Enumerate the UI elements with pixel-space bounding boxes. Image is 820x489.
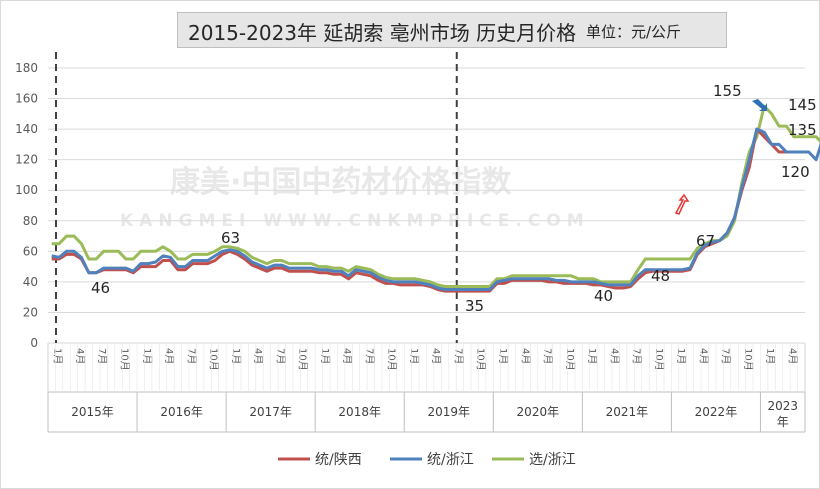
chart-unit: 单位：元/公斤 <box>586 23 682 41</box>
x-month-label: 1月 <box>319 348 331 364</box>
x-year-label: 2018年 <box>338 405 381 419</box>
series-lines <box>51 104 820 293</box>
gridlines <box>48 67 805 344</box>
x-year-label: 2023 <box>767 399 798 413</box>
x-month-label: 10月 <box>742 348 754 371</box>
x-month-label: 10月 <box>297 348 309 371</box>
y-tick-label: 0 <box>30 336 38 350</box>
watermark-text: 康美·中国中药材价格指数 <box>170 165 512 200</box>
x-year-label: 2017年 <box>249 405 292 419</box>
x-year-label: 2019年 <box>427 405 470 419</box>
x-month-label: 1月 <box>675 348 687 364</box>
annotation-40: 40 <box>594 287 613 305</box>
x-month-label: 7月 <box>452 348 464 364</box>
down-arrow-icon <box>752 99 767 111</box>
y-tick-label: 140 <box>15 122 38 136</box>
x-month-label: 7月 <box>96 348 108 364</box>
annotation-155: 155 <box>713 82 742 100</box>
annotation-145: 145 <box>788 96 817 114</box>
x-month-label: 7月 <box>185 348 197 364</box>
annotation-67: 67 <box>696 232 715 250</box>
annotation-135: 135 <box>788 121 817 139</box>
y-axis: 0 20 40 60 80 100 120 140 160 180 <box>15 61 38 350</box>
x-month-label: 7月 <box>720 348 732 364</box>
x-year-label: 2022年 <box>695 405 738 419</box>
x-month-label: 1月 <box>408 348 420 364</box>
x-month-label: 7月 <box>274 348 286 364</box>
y-tick-label: 60 <box>23 244 38 258</box>
x-axis: 1月 4月 7月 10月 2015年 1月 4月 7月 10月 2016年 1月 4月 7月 10月 201… <box>47 343 806 433</box>
y-tick-label: 160 <box>15 92 38 106</box>
chart-title-box: 2015-2023年 延胡索 亳州市场 历史月价格 单位：元/公斤 <box>177 12 727 48</box>
y-tick-label: 180 <box>15 61 38 75</box>
x-year-label: 2015年 <box>71 405 114 419</box>
legend: 统/陕西 统/浙江 选/浙江 <box>278 452 576 468</box>
x-month-label: 7月 <box>542 348 554 364</box>
annotation-63: 63 <box>221 229 240 247</box>
annotation-48: 48 <box>651 267 670 285</box>
x-month-label: 1月 <box>141 348 153 364</box>
chart-title: 2015-2023年 延胡索 亳州市场 历史月价格 <box>188 21 577 45</box>
x-month-label: 4月 <box>697 348 709 364</box>
x-month-label: 1月 <box>586 348 598 364</box>
x-month-label: 7月 <box>631 348 643 364</box>
x-month-label: 4月 <box>519 348 531 364</box>
period-dividers <box>55 52 458 343</box>
annotation-35: 35 <box>465 297 484 315</box>
up-arrow-icon <box>674 193 690 215</box>
x-year-label: 2021年 <box>606 405 649 419</box>
x-month-label: 1月 <box>764 348 776 364</box>
x-month-label: 4月 <box>74 348 86 364</box>
y-tick-label: 80 <box>23 214 38 228</box>
x-month-label: 1月 <box>230 348 242 364</box>
x-month-label: 10月 <box>653 348 665 371</box>
x-month-label: 1月 <box>497 348 509 364</box>
x-month-label: 4月 <box>252 348 264 364</box>
x-month-label: 10月 <box>386 348 398 371</box>
series-line-2 <box>51 104 820 288</box>
y-tick-label: 40 <box>23 275 38 289</box>
series-line-1 <box>51 127 820 291</box>
legend-label-1: 统/浙江 <box>427 452 474 468</box>
x-month-label: 10月 <box>208 348 220 371</box>
x-month-label: 7月 <box>363 348 375 364</box>
x-month-label: 10月 <box>564 348 576 371</box>
x-month-label: 10月 <box>119 348 131 371</box>
y-tick-label: 120 <box>15 153 38 167</box>
x-month-label: 4月 <box>786 348 798 364</box>
x-month-label: 4月 <box>430 348 442 364</box>
x-year-label: 2016年 <box>160 405 203 419</box>
legend-label-2: 选/浙江 <box>529 452 576 468</box>
x-month-label: 1月 <box>52 348 64 364</box>
y-tick-label: 100 <box>15 183 38 197</box>
x-year-label-suffix: 年 <box>777 415 789 429</box>
x-month-label: 4月 <box>608 348 620 364</box>
x-month-label: 4月 <box>341 348 353 364</box>
x-month-label: 4月 <box>163 348 175 364</box>
trend-arrows <box>674 99 767 215</box>
legend-label-0: 统/陕西 <box>315 452 362 468</box>
annotation-120: 120 <box>781 163 810 181</box>
x-year-label: 2020年 <box>517 405 560 419</box>
y-tick-label: 20 <box>23 305 38 319</box>
value-annotations: 46 63 35 40 48 67 155 145 135 120 <box>91 82 817 315</box>
x-month-label: 10月 <box>475 348 487 371</box>
annotation-46: 46 <box>91 279 110 297</box>
